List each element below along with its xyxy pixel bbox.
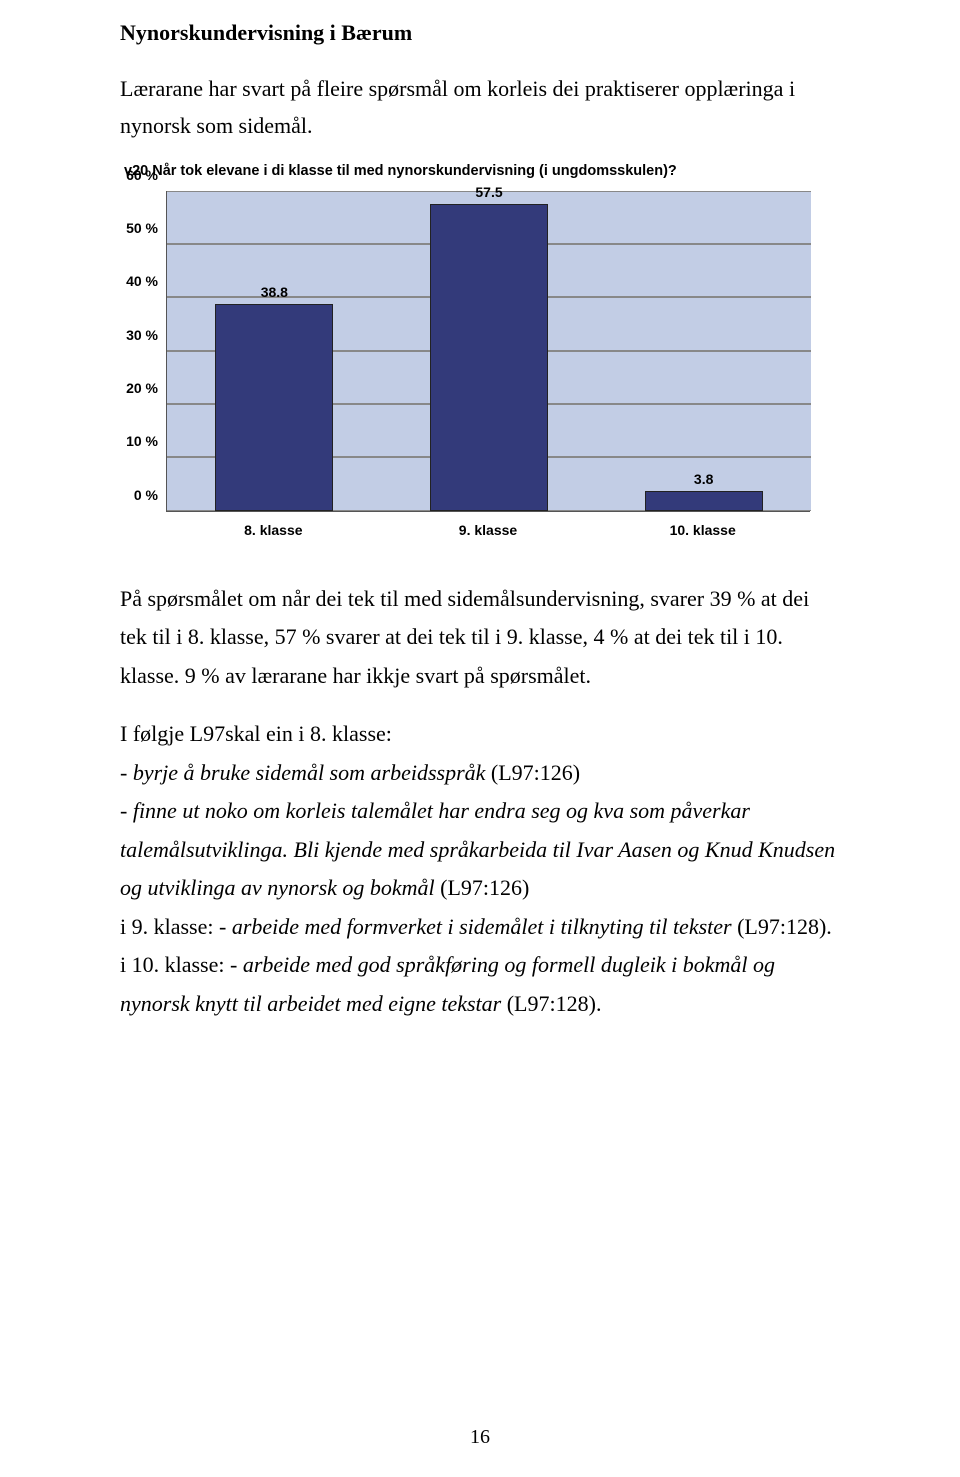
list-item-text: - arbeide med formverket i sidemålet i t… — [219, 914, 737, 939]
list-item-ref: (L97:128). — [737, 914, 832, 939]
list-item-ref: (L97:128). — [507, 991, 602, 1016]
chart-bar — [645, 491, 763, 511]
bar-value-label: 38.8 — [244, 284, 304, 300]
list-item: - byrje å bruke sidemål som arbeidsspråk… — [120, 754, 840, 793]
list-item: i 10. klasse: - arbeide med god språkfør… — [120, 946, 840, 1023]
page-number: 16 — [0, 1426, 960, 1449]
list-item-text: - byrje å bruke sidemål som arbeidsspråk — [120, 760, 491, 785]
bar-value-label: 3.8 — [674, 471, 734, 487]
chart-plot-area: 38.857.53.8 — [166, 191, 811, 511]
curriculum-list: I følgje L97skal ein i 8. klasse: - byrj… — [120, 715, 840, 1023]
x-axis: 8. klasse 9. klasse 10. klasse — [166, 511, 810, 552]
x-tick-label: 8. klasse — [244, 522, 302, 538]
list-item: - finne ut noko om korleis talemålet har… — [120, 792, 840, 908]
list-item-prefix: i 9. klasse: — [120, 914, 219, 939]
intro-paragraph: Lærarane har svart på fleire spørsmål om… — [120, 70, 840, 145]
list-item-ref: (L97:126) — [491, 760, 580, 785]
list-item-prefix: i 10. klasse: — [120, 952, 230, 977]
y-tick-label: 10 % — [120, 433, 166, 449]
list-item-ref: (L97:126) — [440, 875, 529, 900]
y-tick-label: 20 % — [120, 380, 166, 396]
chart-bars: 38.857.53.8 — [167, 191, 811, 511]
x-tick-label: 10. klasse — [670, 522, 736, 538]
y-tick-label: 40 % — [120, 273, 166, 289]
body-paragraph-1: På spørsmålet om når dei tek til med sid… — [120, 580, 840, 696]
bar-value-label: 57.5 — [459, 184, 519, 200]
list-item: i 9. klasse: - arbeide med formverket i … — [120, 908, 840, 947]
list-lead: I følgje L97skal ein i 8. klasse: — [120, 715, 840, 754]
x-tick-label: 9. klasse — [459, 522, 517, 538]
chart-title: v20 Når tok elevane i di klasse til med … — [120, 163, 840, 179]
y-axis-ticks: 0 %10 %20 %30 %40 %50 %60 % — [120, 191, 166, 511]
section-heading: Nynorskundervisning i Bærum — [120, 20, 840, 46]
chart-bar — [215, 304, 333, 511]
y-tick-label: 0 % — [120, 487, 166, 503]
y-tick-label: 30 % — [120, 327, 166, 343]
y-tick-label: 60 % — [120, 167, 166, 183]
y-tick-label: 50 % — [120, 220, 166, 236]
bar-chart: 0 %10 %20 %30 %40 %50 %60 % 38.857.53.8 … — [120, 191, 810, 552]
chart-bar — [430, 204, 548, 511]
